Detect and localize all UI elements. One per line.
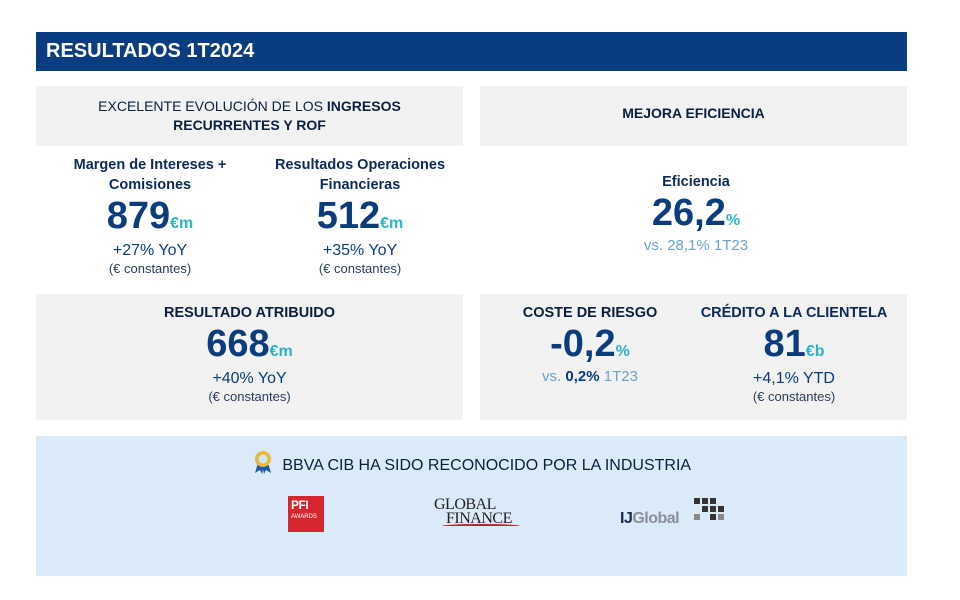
metric-change: +35% YoY [322, 242, 398, 259]
metric-note: (€ constantes) [318, 261, 402, 276]
metric-resultado-atribuido: RESULTADO ATRIBUIDO 668€m +40% YoY (€ co… [36, 303, 463, 405]
metric-vs: vs. 28,1% 1T23 [643, 237, 749, 254]
metric-vs: vs. 0,2% 1T23 [542, 368, 638, 385]
metric-value: 879 [106, 195, 171, 237]
attributed-panel [36, 294, 463, 420]
metric-unit: €m [269, 343, 293, 360]
metric-note: (€ constantes) [108, 261, 192, 276]
metric-label: CRÉDITO A LA CLIENTELA [700, 305, 888, 321]
efficiency-panel-title: MEJORA EFICIENCIA [622, 105, 765, 121]
income-panel-title: EXCELENTE EVOLUCIÓN DE LOS INGRESOS RECU… [98, 98, 401, 133]
metric-unit: €m [170, 215, 194, 232]
metric-unit: % [615, 343, 630, 360]
metric-label: Eficiencia [662, 174, 730, 190]
risk-credit-panel [480, 294, 907, 420]
global-finance-swoosh [442, 524, 520, 528]
metric-value: 668 [206, 323, 270, 365]
metric-credito-clientela: CRÉDITO A LA CLIENTELA 81€b +4,1% YTD (€… [684, 303, 904, 405]
metric-value: 512 [316, 195, 381, 237]
income-panel-header [36, 86, 463, 146]
metric-value: -0,2 [550, 323, 616, 365]
metric-margen-intereses: Margen de Intereses + Comisiones 879€m +… [48, 155, 252, 277]
ijglobal-logo: IJGlobal [620, 498, 730, 532]
ijglobal-grid-icon [694, 498, 724, 526]
award-ribbon-icon [252, 450, 274, 479]
metric-value: 26,2 [651, 192, 726, 234]
metric-value: 81 [763, 323, 806, 365]
metric-label: Financieras [319, 177, 401, 193]
metric-label: Margen de Intereses + [73, 157, 227, 173]
efficiency-panel-header [480, 86, 907, 146]
metric-label: Comisiones [108, 177, 192, 193]
metric-unit: % [725, 212, 741, 229]
metric-label: RESULTADO ATRIBUIDO [163, 305, 336, 321]
awards-section: BBVA CIB HA SIDO RECONOCIDO POR LA INDUS… [36, 436, 907, 576]
metric-note: (€ constantes) [752, 389, 836, 404]
metric-change: +40% YoY [212, 370, 287, 387]
metric-coste-riesgo: COSTE DE RIESGO -0,2% vs. 0,2% 1T23 [500, 303, 680, 387]
metric-change: +27% YoY [112, 242, 188, 259]
metric-eficiencia: Eficiencia 26,2% vs. 28,1% 1T23 [480, 172, 912, 256]
page-title: RESULTADOS 1T2024 [36, 32, 907, 71]
metric-unit: €b [805, 343, 825, 360]
metric-unit: €m [380, 215, 404, 232]
metric-label: COSTE DE RIESGO [522, 305, 658, 321]
metric-note: (€ constantes) [208, 389, 291, 404]
global-finance-logo: GLOBAL FINANCE [434, 494, 524, 534]
metric-resultados-operaciones: Resultados Operaciones Financieras 512€m… [258, 155, 462, 277]
metric-change: +4,1% YTD [753, 370, 835, 387]
pfi-awards-logo: PFI AWARDS [288, 496, 324, 532]
awards-title: BBVA CIB HA SIDO RECONOCIDO POR LA INDUS… [36, 450, 907, 479]
metric-label: Resultados Operaciones [274, 157, 446, 173]
